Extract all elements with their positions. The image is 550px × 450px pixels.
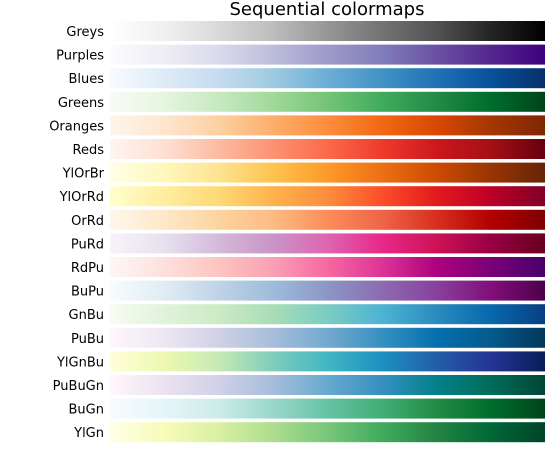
colormap-label-bugn: BuGn [69,403,104,418]
colormap-label-ylgnbu: YlGnBu [56,355,104,370]
colormap-bar-pubugn [110,375,545,395]
colormap-row-blues: Blues [68,68,545,89]
colormap-bar-ylgn [110,422,545,443]
colormap-label-greens: Greens [58,96,104,111]
colormap-bar-blues [110,68,545,89]
colormap-label-orrd: OrRd [71,214,104,229]
colormap-bar-ylgnbu [110,351,545,372]
colormap-label-purd: PuRd [71,237,104,252]
colormap-label-purples: Purples [56,49,104,64]
colormap-label-ylgn: YlGn [73,426,104,441]
colormap-row-bupu: BuPu [71,280,545,301]
colormap-bar-ylorrd [110,186,545,207]
colormap-label-oranges: Oranges [49,119,104,134]
colormap-bar-purples [110,44,545,65]
colormap-row-ylgnbu: YlGnBu [56,351,545,372]
colormap-row-bugn: BuGn [69,398,545,419]
colormap-label-ylorbr: YlOrBr [62,167,105,182]
colormap-row-greys: Greys [66,21,545,41]
colormap-row-gnbu: GnBu [69,304,545,325]
colormap-label-greys: Greys [66,25,104,40]
colormap-label-rdpu: RdPu [71,261,104,276]
colormap-bar-bugn [110,398,545,419]
colormap-bar-ylorbr [110,162,545,183]
colormap-row-ylorrd: YlOrRd [59,186,545,207]
colormap-label-reds: Reds [73,143,105,158]
colormap-label-ylorrd: YlOrRd [59,190,104,205]
colormap-bar-rdpu [110,257,545,277]
colormap-row-pubu: PuBu [71,327,545,348]
colormap-row-ylgn: YlGn [73,422,545,443]
colormap-label-pubu: PuBu [71,332,104,347]
colormap-bar-gnbu [110,304,545,325]
colormap-bar-bupu [110,280,545,301]
chart-title: Sequential colormaps [229,0,424,20]
colormap-bar-greens [110,91,545,112]
colormap-label-pubugn: PuBuGn [53,379,104,394]
colormap-label-bupu: BuPu [71,285,104,300]
colormap-row-oranges: Oranges [49,115,545,136]
colormap-row-ylorbr: YlOrBr [62,162,545,183]
colormap-row-orrd: OrRd [71,209,545,230]
colormap-label-gnbu: GnBu [69,308,104,323]
colormap-row-pubugn: PuBuGn [53,375,545,395]
colormap-row-reds: Reds [73,139,545,159]
colormap-rows: Greys Purples Blues Greens Oranges Reds YlOrBr… [49,21,545,443]
colormap-bar-pubu [110,327,545,348]
colormap-bar-greys [110,21,545,41]
colormap-row-purd: PuRd [71,233,545,254]
colormap-bar-oranges [110,115,545,136]
colormap-row-rdpu: RdPu [71,257,545,277]
colormap-bar-orrd [110,209,545,230]
colormap-bar-reds [110,139,545,159]
colormap-row-greens: Greens [58,91,545,112]
colormap-row-purples: Purples [56,44,545,65]
colormap-bar-purd [110,233,545,254]
colormap-label-blues: Blues [68,72,104,87]
